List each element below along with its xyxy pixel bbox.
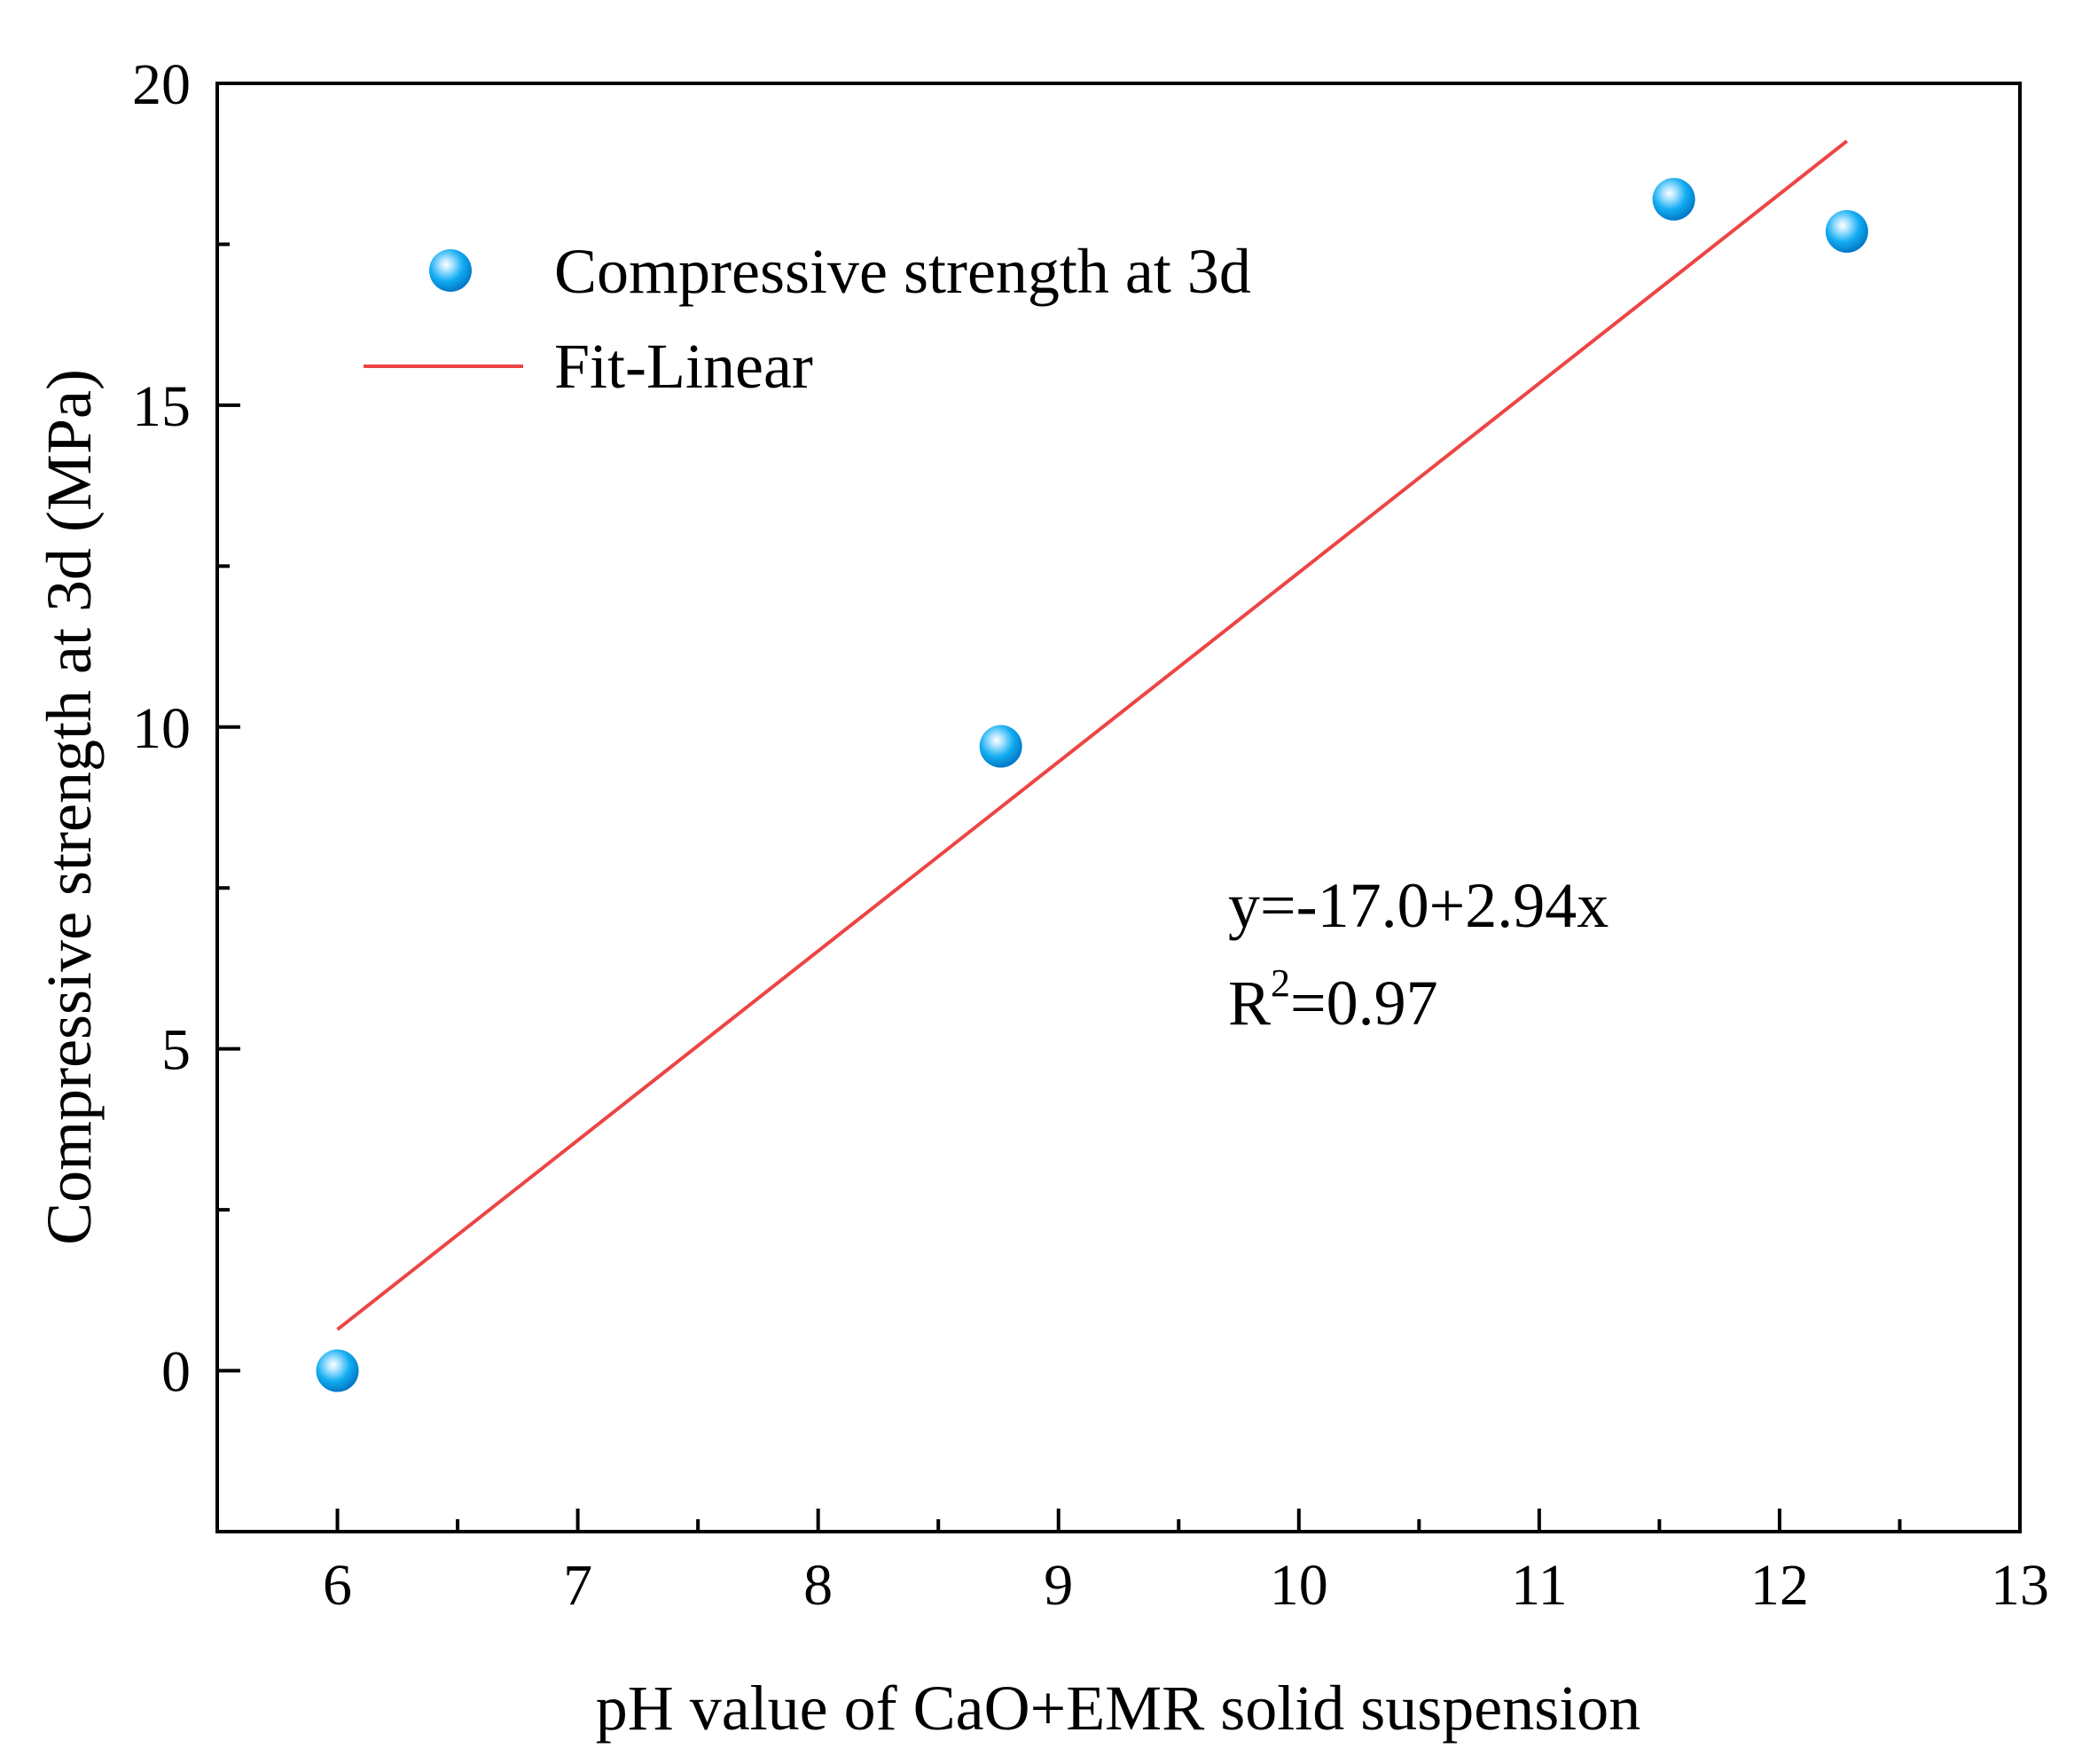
- r2-superscript: 2: [1271, 961, 1290, 1005]
- fit-line: [336, 139, 1849, 1331]
- x-tick-label: 6: [323, 1553, 352, 1618]
- x-tick-label: 13: [1991, 1553, 2049, 1618]
- legend-label-points: Compressive strength at 3d: [554, 236, 1251, 307]
- y-tick-label: 20: [132, 52, 191, 117]
- y-axis-title: Compressive strength at 3d (MPa): [34, 369, 105, 1245]
- y-tick-label: 10: [132, 696, 191, 761]
- x-tick-label: 7: [563, 1553, 592, 1618]
- r2-base: R: [1228, 968, 1271, 1039]
- x-tick-label: 9: [1044, 1553, 1073, 1618]
- data-point: [979, 725, 1022, 768]
- scatter-points: [316, 177, 1868, 1392]
- legend-label-fit: Fit-Linear: [554, 331, 813, 402]
- x-tick-label: 12: [1750, 1553, 1809, 1618]
- y-axis-ticks: 0 5 10 15 20: [132, 52, 240, 1533]
- fit-equation: y=-17.0+2.94x: [1228, 870, 1608, 941]
- x-tick-label: 8: [803, 1553, 833, 1618]
- legend: Compressive strength at 3d Fit-Linear: [364, 236, 1251, 402]
- x-tick-label: 10: [1270, 1553, 1328, 1618]
- data-point: [316, 1349, 359, 1392]
- x-axis-ticks: 6 7 8 9 10 11 12 13: [215, 1509, 2049, 1618]
- data-point: [1652, 177, 1695, 221]
- fit-line-layer: [336, 139, 1849, 1331]
- legend-marker-points: [429, 249, 472, 292]
- plot-frame: [215, 82, 2022, 1533]
- fit-r-squared: R2=0.97: [1228, 961, 1438, 1039]
- data-point: [1825, 209, 1868, 253]
- x-tick-label: 11: [1511, 1553, 1568, 1618]
- y-tick-label: 5: [161, 1018, 191, 1083]
- x-axis-title: pH value of CaO+EMR solid suspension: [596, 1673, 1641, 1744]
- r2-value: =0.97: [1290, 968, 1438, 1039]
- y-tick-label: 15: [132, 374, 191, 439]
- y-tick-label: 0: [161, 1340, 191, 1405]
- fit-annotation: y=-17.0+2.94x R2=0.97: [1228, 870, 1608, 1039]
